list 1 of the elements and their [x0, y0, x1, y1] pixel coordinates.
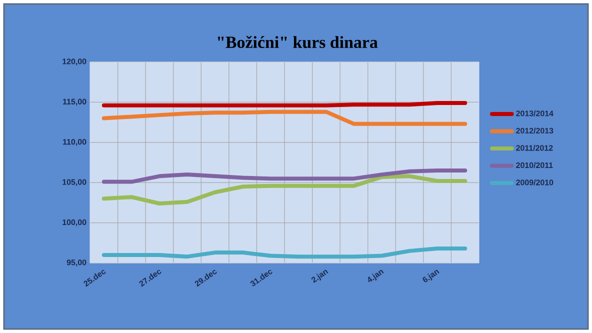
chart-title: "Božićni" kurs dinara — [218, 36, 378, 48]
